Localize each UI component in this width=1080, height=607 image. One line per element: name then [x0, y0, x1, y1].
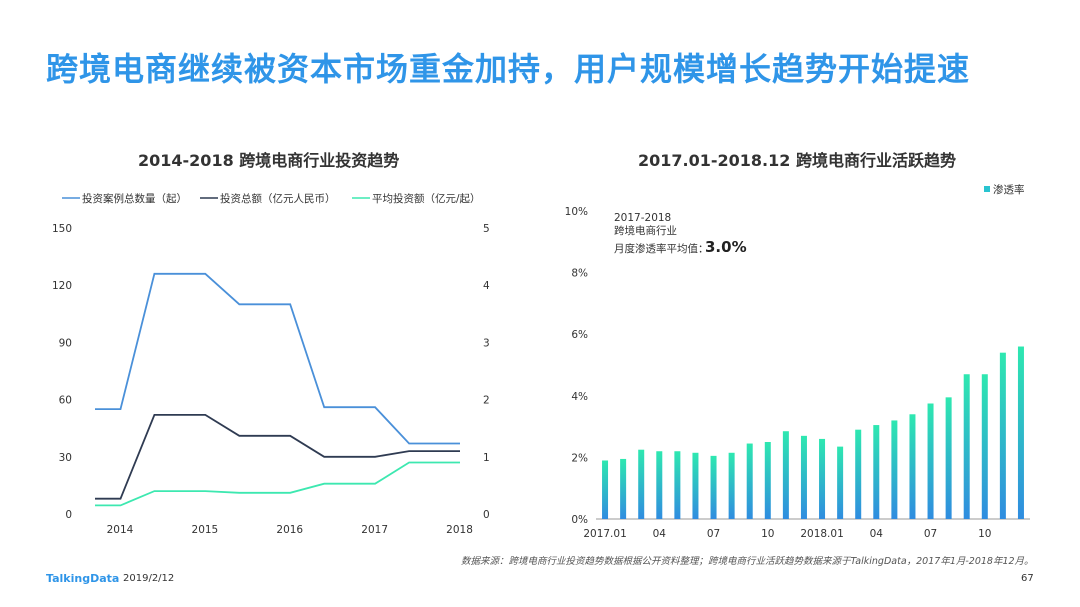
bar — [638, 449, 645, 519]
x-tick: 04 — [870, 528, 884, 540]
penetration-chart-title: 2017.01-2018.12 跨境电商行业活跃趋势 — [638, 151, 956, 170]
annotation-industry: 跨境电商行业 — [614, 224, 677, 237]
y-right-tick: 0 — [483, 509, 490, 521]
x-tick: 10 — [761, 528, 774, 540]
bar — [728, 452, 735, 519]
annotation-avg-value: 3.0% — [705, 238, 747, 256]
y-left-tick: 0 — [65, 509, 72, 521]
bar — [674, 451, 681, 519]
bar — [764, 442, 771, 519]
y-tick: 8% — [571, 268, 588, 280]
bar — [837, 446, 844, 519]
bar — [963, 374, 970, 519]
x-tick: 2015 — [192, 524, 219, 536]
legend-label: 渗透率 — [993, 183, 1025, 196]
bar — [692, 452, 699, 519]
bar — [620, 458, 627, 519]
y-tick: 0% — [571, 514, 588, 526]
y-left-tick: 90 — [59, 337, 72, 349]
y-left-tick: 120 — [52, 280, 72, 292]
bar — [999, 352, 1006, 519]
legend-label: 投资案例总数量（起） — [82, 192, 187, 205]
bar — [746, 443, 753, 519]
bar — [710, 455, 717, 519]
y-left-tick: 150 — [52, 223, 72, 235]
x-tick: 2014 — [107, 524, 134, 536]
annotation-avg-label: 月度渗透率平均值： — [614, 242, 709, 255]
y-right-tick: 5 — [483, 223, 490, 235]
bar — [909, 414, 916, 519]
legend-label: 平均投资额（亿元/起） — [372, 192, 481, 205]
series-line — [95, 461, 460, 507]
bar — [945, 397, 952, 519]
footer-date: 2019/2/12 — [123, 573, 175, 584]
y-left-tick: 30 — [59, 452, 72, 464]
bar — [891, 420, 898, 519]
y-right-tick: 1 — [483, 452, 490, 464]
bar — [981, 374, 988, 519]
y-left-tick: 60 — [59, 395, 72, 407]
bar — [873, 425, 880, 519]
y-tick: 4% — [571, 391, 588, 403]
x-tick: 2016 — [276, 524, 303, 536]
bar — [656, 451, 663, 519]
x-tick: 2017.01 — [583, 528, 626, 540]
investment-chart-title: 2014-2018 跨境电商行业投资趋势 — [138, 151, 400, 170]
y-right-tick: 3 — [483, 337, 490, 349]
data-source-note: 数据来源：跨境电商行业投资趋势数据根据公开资料整理；跨境电商行业活跃趋势数据来源… — [461, 556, 1034, 567]
legend-swatch — [984, 186, 990, 192]
bar — [1017, 346, 1024, 519]
bar — [819, 438, 826, 519]
legend-label: 投资总额（亿元人民币） — [220, 192, 336, 205]
x-tick: 10 — [978, 528, 991, 540]
x-tick: 2018.01 — [800, 528, 843, 540]
bar — [927, 403, 934, 519]
page-number: 67 — [1021, 573, 1034, 584]
bar — [855, 429, 862, 519]
y-right-tick: 2 — [483, 395, 490, 407]
y-tick: 2% — [571, 452, 588, 464]
y-tick: 10% — [565, 206, 588, 218]
bar — [602, 460, 609, 519]
page-title: 跨境电商继续被资本市场重金加持，用户规模增长趋势开始提速 — [46, 50, 971, 88]
series-line — [95, 413, 460, 500]
y-right-tick: 4 — [483, 280, 490, 292]
x-tick: 04 — [653, 528, 667, 540]
brand-logo: TalkingData — [46, 572, 120, 585]
series-line — [95, 272, 460, 445]
bar — [782, 431, 789, 519]
annotation-period: 2017-2018 — [614, 212, 671, 224]
x-tick: 2018 — [446, 524, 473, 536]
bar — [800, 435, 807, 519]
x-tick: 07 — [924, 528, 937, 540]
y-tick: 6% — [571, 329, 588, 341]
x-tick: 2017 — [361, 524, 388, 536]
x-tick: 07 — [707, 528, 720, 540]
